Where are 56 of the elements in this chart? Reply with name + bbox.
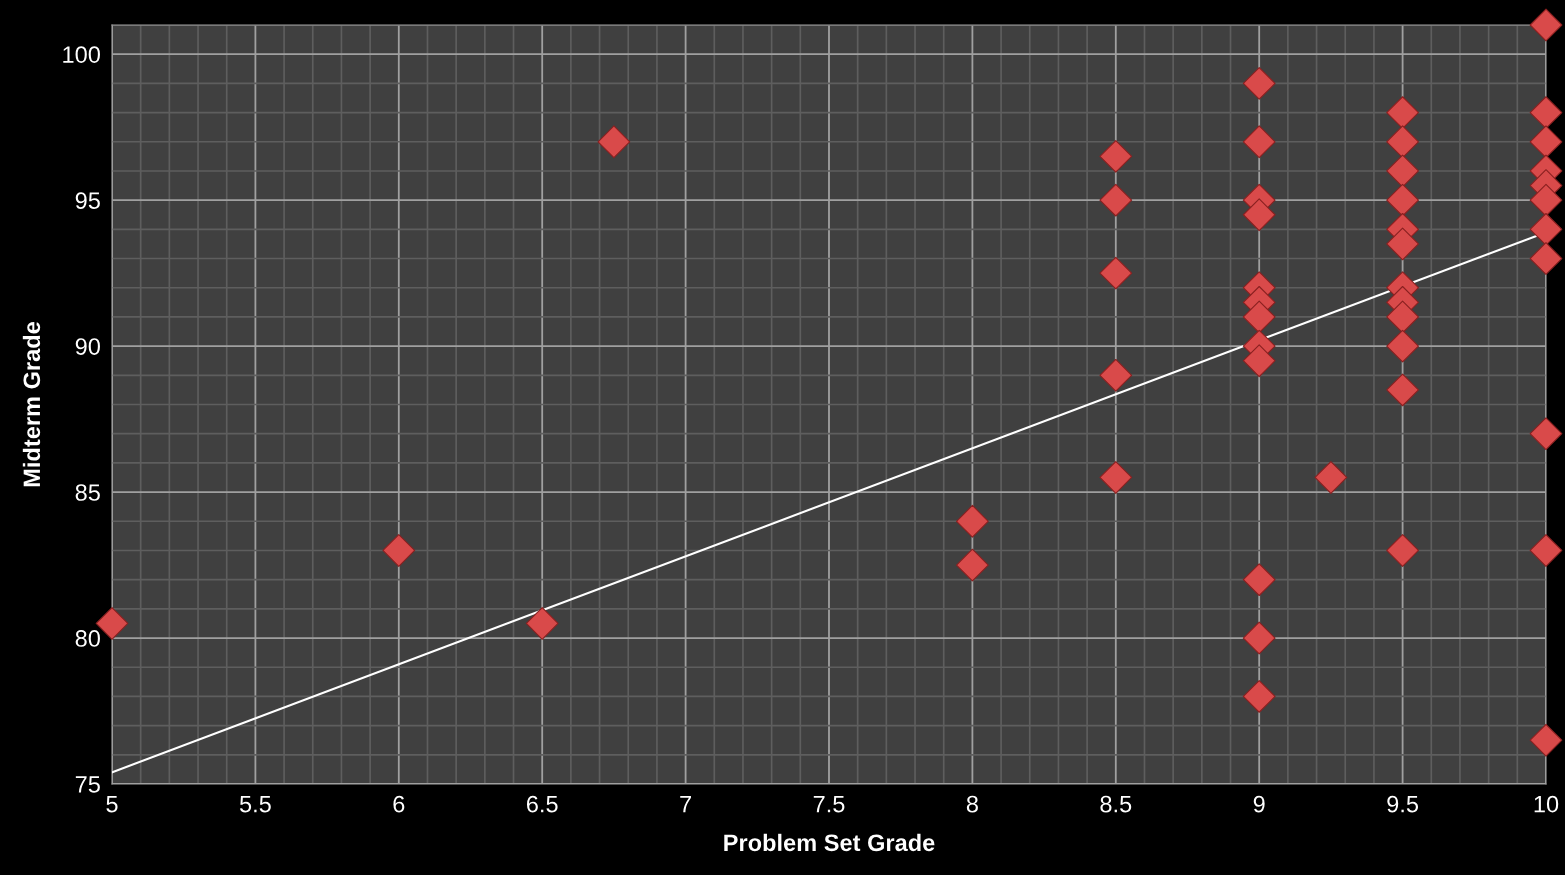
y-tick-label: 100 — [63, 46, 100, 63]
point — [597, 125, 631, 159]
y-tick-label: 75 — [75, 776, 100, 793]
x-tick-label: 6.5 — [526, 795, 558, 813]
point — [1529, 183, 1563, 217]
point — [956, 504, 989, 538]
x-tick-label: 6 — [393, 795, 405, 813]
point — [1099, 256, 1133, 290]
point — [1242, 344, 1276, 378]
x-tick-label: 9 — [1253, 795, 1265, 813]
point — [1242, 125, 1276, 159]
point — [1386, 534, 1419, 567]
x-tick-label: 9.5 — [1387, 795, 1419, 813]
x-tick-label: 10 — [1534, 795, 1559, 813]
point — [1386, 183, 1419, 217]
point — [1099, 461, 1133, 494]
x-tick-label: 8 — [966, 795, 978, 813]
point — [1386, 373, 1419, 407]
x-tick-label: 5.5 — [239, 795, 271, 813]
point — [1242, 680, 1276, 713]
point — [1242, 198, 1276, 232]
y-tick-label: 80 — [75, 630, 100, 647]
y-axis-title: Midterm Grade — [22, 321, 41, 487]
point — [1529, 96, 1563, 129]
point — [1529, 212, 1563, 246]
point — [1386, 329, 1419, 363]
point — [1099, 183, 1133, 217]
point — [1386, 125, 1419, 159]
y-tick-label: 85 — [75, 484, 100, 501]
point — [1242, 621, 1276, 655]
point — [382, 534, 416, 567]
x-tick-label: 7 — [680, 795, 691, 813]
point — [1529, 723, 1563, 757]
point — [1529, 242, 1563, 275]
point — [1529, 125, 1563, 159]
point — [1314, 461, 1348, 494]
point — [1529, 534, 1563, 567]
point — [1529, 417, 1563, 451]
point — [1242, 563, 1276, 597]
x-tick-label: 5 — [106, 795, 118, 813]
x-tick-label: 7.5 — [813, 795, 845, 813]
point — [1386, 227, 1419, 261]
point — [1242, 66, 1276, 100]
y-tick-label: 90 — [75, 338, 100, 355]
point — [525, 607, 559, 640]
point — [1386, 300, 1419, 334]
point — [1386, 96, 1419, 129]
point — [1242, 300, 1276, 334]
x-tick-label: 8.5 — [1100, 795, 1132, 813]
y-tick-label: 95 — [75, 192, 100, 209]
point — [1386, 154, 1419, 188]
x-axis-title: Problem Set Grade — [724, 833, 935, 852]
point — [1099, 139, 1133, 173]
point — [1099, 358, 1133, 392]
point — [956, 548, 989, 582]
point — [1529, 8, 1563, 42]
